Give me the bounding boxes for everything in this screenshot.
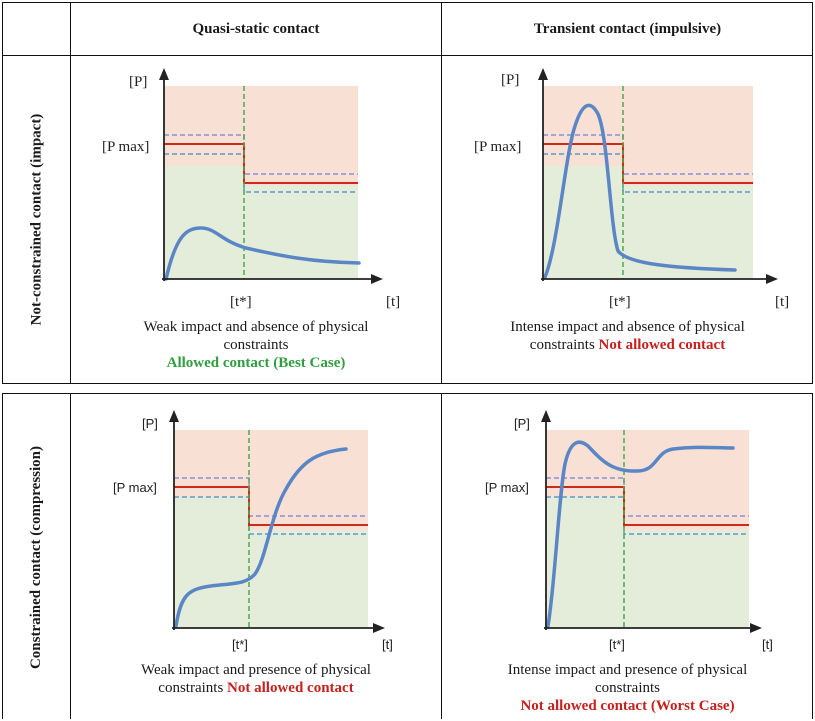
plot-top-right: [P] [P max] [t*] [t] xyxy=(474,68,789,310)
caption-line: Weak impact and presence of physical xyxy=(141,662,371,678)
pmax-limit-line xyxy=(164,143,358,184)
caption-line: constraints Not allowed contact xyxy=(443,336,812,354)
cell-caption: Intense impact and absence of physical c… xyxy=(443,318,812,354)
verdict-not-allowed: Not allowed contact xyxy=(598,337,726,353)
y-axis-arrow-icon xyxy=(541,410,551,422)
pmax-label: [P max] xyxy=(113,480,157,495)
caption-text: constraints xyxy=(158,680,228,696)
pressure-curve xyxy=(543,103,737,279)
column-header-quasi-static: Quasi-static contact xyxy=(192,21,320,37)
row-header-label: Constrained contact (compression) xyxy=(28,445,45,669)
cell-bottom-left: [P] [P max] [t*] [t] Weak impact and pre… xyxy=(71,394,441,720)
tolerance-lower-dashed xyxy=(174,496,368,535)
y-axis-arrow-icon xyxy=(169,410,179,422)
caption-line: Weak impact and absence of physical xyxy=(143,319,369,335)
forbidden-zone xyxy=(623,166,753,186)
forbidden-zone xyxy=(543,86,753,166)
allowed-zone xyxy=(249,530,368,628)
caption-line: Intense impact and absence of physical xyxy=(510,319,745,335)
caption-line: constraints xyxy=(223,337,289,353)
pmax-label: [P max] xyxy=(102,139,149,155)
caption-text: constraints xyxy=(529,337,599,353)
pressure-curve xyxy=(164,226,361,281)
top-table: Quasi-static contact Transient contact (… xyxy=(2,2,813,384)
x-axis-label: [t] xyxy=(762,637,773,652)
row-header-label: Not-constrained contact (impact) xyxy=(28,113,45,326)
y-axis-arrow-icon xyxy=(538,68,548,80)
plot-top-left: [P] [P max] [t*] [t] xyxy=(102,68,400,310)
cell-caption: Weak impact and absence of physical cons… xyxy=(71,318,441,372)
table-divider xyxy=(3,55,812,56)
caption-line: constraints xyxy=(595,680,660,696)
x-axis-label: [t] xyxy=(775,294,789,310)
allowed-zone xyxy=(174,497,249,628)
caption-line: constraints Not allowed contact xyxy=(71,679,441,697)
forbidden-zone xyxy=(164,86,358,166)
tstar-label: [t*] xyxy=(230,294,252,310)
allowed-zone xyxy=(623,186,753,279)
x-axis-label: [t] xyxy=(382,637,393,652)
y-axis-arrow-icon xyxy=(159,68,169,80)
y-axis-label: [P] xyxy=(514,416,530,431)
y-axis-label: [P] xyxy=(142,416,158,431)
cell-top-left: [P] [P max] [t*] [t] Weak impact and abs… xyxy=(71,56,441,383)
tstar-label: [t*] xyxy=(609,637,625,652)
allowed-zone xyxy=(624,530,749,628)
y-axis-label: [P] xyxy=(129,74,147,90)
verdict-allowed: Allowed contact (Best Case) xyxy=(166,355,346,371)
verdict-not-allowed: Not allowed contact (Worst Case) xyxy=(520,698,735,714)
tolerance-upper-dashed xyxy=(174,477,368,517)
pressure-curve xyxy=(174,447,348,628)
x-axis-arrow-icon xyxy=(766,274,778,284)
bottom-table: Constrained contact (compression) [P] [P… xyxy=(2,393,813,719)
tstar-label: [t*] xyxy=(232,637,248,652)
y-axis-label: [P] xyxy=(501,72,519,88)
table-divider xyxy=(70,3,71,383)
x-axis-label: [t] xyxy=(386,294,400,310)
row-header-constrained: Constrained contact (compression) xyxy=(3,394,71,720)
cell-top-right: [P] [P max] [t*] [t] Intense impact and … xyxy=(443,56,812,383)
verdict-not-allowed: Not allowed contact xyxy=(227,680,354,696)
pressure-curve xyxy=(546,440,735,628)
column-header-transient: Transient contact (impulsive) xyxy=(533,21,722,37)
row-header-not-constrained: Not-constrained contact (impact) xyxy=(3,56,71,383)
table-divider xyxy=(441,3,442,383)
cell-caption: Weak impact and presence of physical con… xyxy=(71,661,441,697)
allowed-zone xyxy=(543,166,623,279)
plot-bottom-left: [P] [P max] [t*] [t] xyxy=(113,410,393,652)
cell-caption: Intense impact and presence of physical … xyxy=(443,661,812,715)
forbidden-zone xyxy=(244,166,358,186)
cell-bottom-right: [P] [P max] [t*] [t] Intense impact and … xyxy=(443,394,812,720)
allowed-zone xyxy=(164,166,244,279)
x-axis-arrow-icon xyxy=(750,623,762,633)
pmax-limit-line xyxy=(543,143,753,184)
plot-bottom-right: [P] [P max] [t*] [t] xyxy=(485,410,773,652)
pmax-label: [P max] xyxy=(485,480,529,495)
x-axis-arrow-icon xyxy=(373,623,385,633)
table-divider xyxy=(441,394,442,719)
table-divider xyxy=(70,394,71,719)
pmax-label: [P max] xyxy=(474,139,521,155)
x-axis-arrow-icon xyxy=(371,274,383,284)
caption-line: Intense impact and presence of physical xyxy=(507,662,748,678)
allowed-zone xyxy=(244,186,358,279)
tstar-label: [t*] xyxy=(609,294,631,310)
